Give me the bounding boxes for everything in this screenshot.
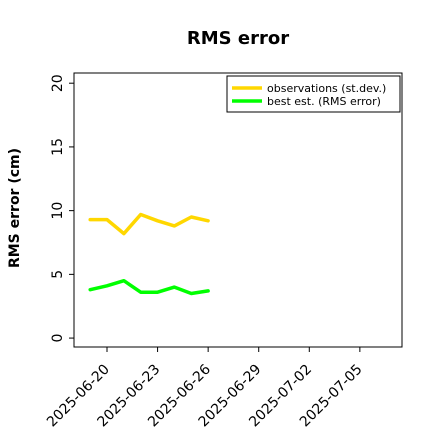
y-tick-label: 0	[50, 334, 66, 343]
y-tick-label: 5	[50, 270, 66, 279]
series-line-0	[88, 212, 210, 236]
chart-title: RMS error	[187, 28, 289, 49]
y-tick-label: 15	[50, 138, 66, 156]
y-tick-label: 20	[50, 74, 66, 92]
plot-frame	[73, 72, 403, 348]
legend-box	[226, 75, 401, 113]
series-line-1	[88, 278, 210, 296]
x-axis: 2025-06-202025-06-232025-06-262025-06-29…	[44, 347, 366, 430]
y-tick-label: 10	[50, 202, 66, 220]
y-axis: 0 5 10 15 20	[50, 74, 74, 343]
series-layer	[88, 212, 210, 296]
y-axis-label: RMS error (cm)	[7, 148, 23, 268]
legend-label: observations (st.dev.)	[267, 82, 386, 95]
legend-label: best est. (RMS error)	[267, 95, 381, 108]
legend: observations (st.dev.)best est. (RMS err…	[226, 75, 401, 113]
